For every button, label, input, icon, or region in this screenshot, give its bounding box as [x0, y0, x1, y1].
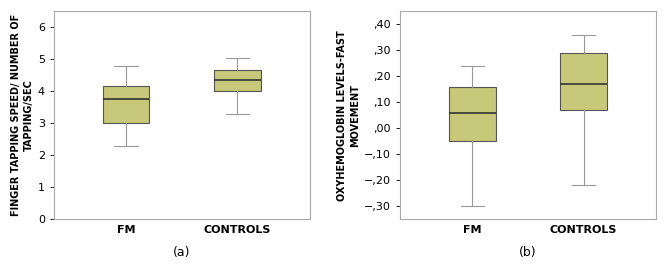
X-axis label: (b): (b) [519, 246, 537, 259]
Y-axis label: OXYHEMOGLOBIN LEVELS-FAST
MOVEMENT: OXYHEMOGLOBIN LEVELS-FAST MOVEMENT [338, 30, 360, 201]
PathPatch shape [560, 53, 607, 110]
PathPatch shape [103, 86, 149, 123]
Y-axis label: FINGER TAPPING SPEED/ NUMBER OF
TAPPING/SEC: FINGER TAPPING SPEED/ NUMBER OF TAPPING/… [11, 14, 33, 216]
X-axis label: (a): (a) [173, 246, 191, 259]
PathPatch shape [449, 87, 496, 141]
PathPatch shape [214, 70, 261, 91]
